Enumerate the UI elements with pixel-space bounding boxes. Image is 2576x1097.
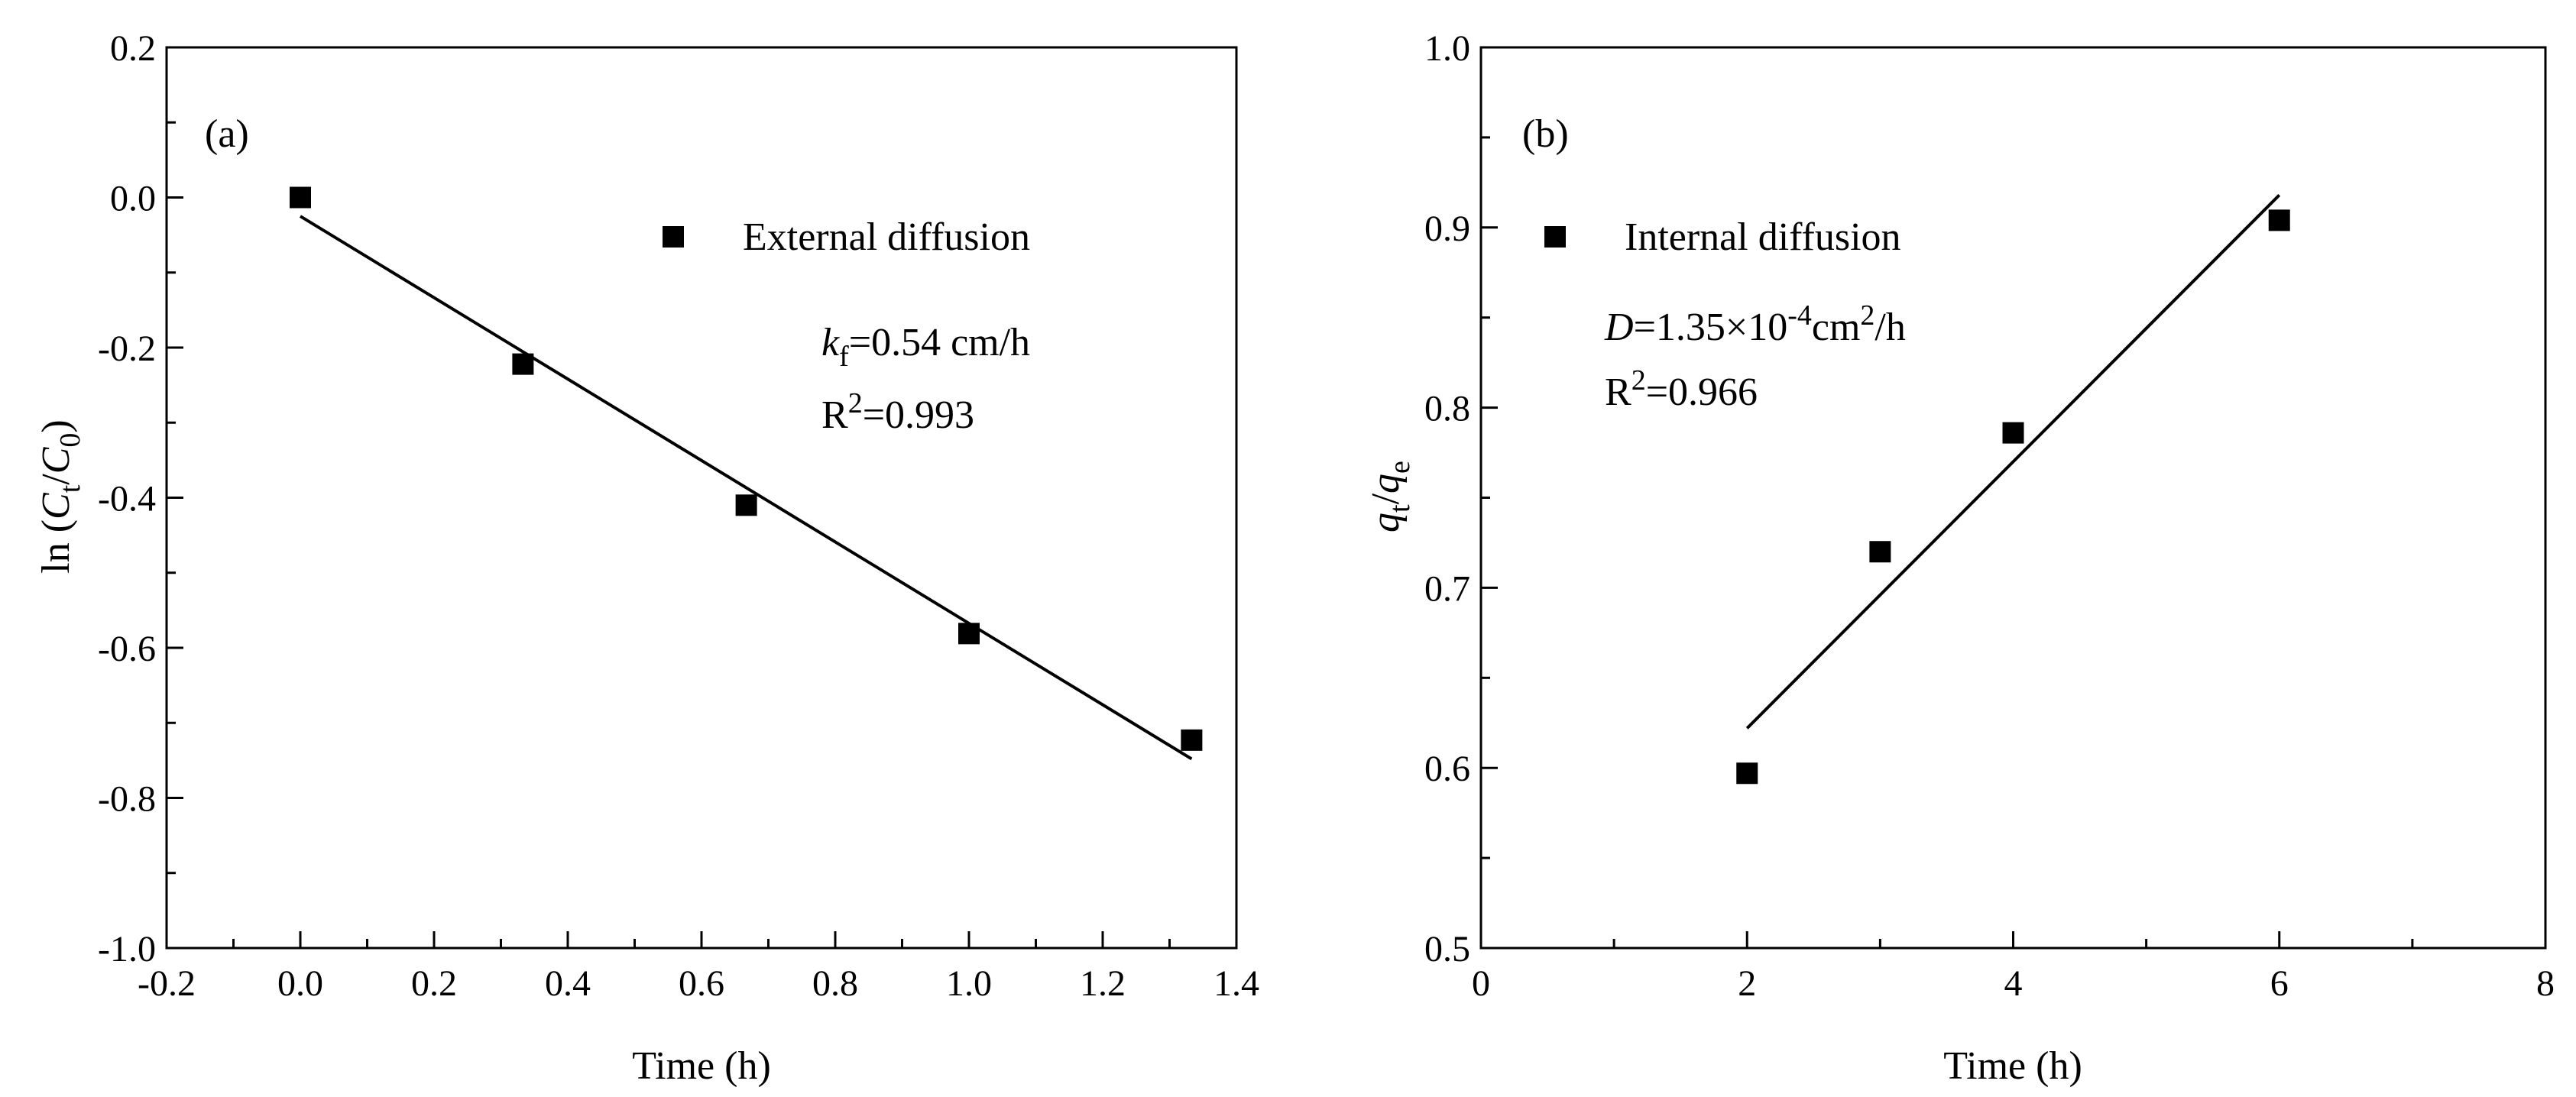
panel-a-x-tick-label: 1.0 xyxy=(946,963,992,1004)
panel-b-legend-label: Internal diffusion xyxy=(1625,215,1901,259)
ylabel-slash: / xyxy=(34,474,78,485)
panel-b-data-point xyxy=(1736,762,1758,785)
panel-a-y-tick-label: -0.8 xyxy=(98,779,156,820)
panel-a-x-axis-label: Time (h) xyxy=(632,1044,771,1088)
panel-b-y-tick-label: 1.0 xyxy=(1424,28,1470,69)
panel-b-data-point xyxy=(2268,209,2290,231)
panel-a-annotation-kf: kf=0.54 cm/h xyxy=(821,321,1030,373)
panel-a-x-tick-label: 1.4 xyxy=(1213,963,1259,1004)
panel-b-ticks xyxy=(1479,46,2547,950)
ylabel-c1-sub: t xyxy=(54,484,86,493)
r2b-base: R xyxy=(1605,371,1631,414)
panel-a-data-point xyxy=(512,353,534,375)
panel-a-data-point xyxy=(1181,729,1203,751)
r2-value: =0.993 xyxy=(863,393,974,437)
panel-a-data-point xyxy=(958,623,980,645)
panel-b-y-tick-label: 0.9 xyxy=(1424,209,1470,249)
panel-a-y-tick-label: 0.0 xyxy=(110,179,156,219)
panel-b-annotation-r2: R2=0.966 xyxy=(1605,364,1758,414)
panel-b-annotation-d: D=1.35×10-4cm2/h xyxy=(1604,299,1906,349)
d-unit-tail: /h xyxy=(1874,306,1905,349)
panel-b-axes-frame xyxy=(1479,46,2547,950)
panel-b-tick-labels: 0 2 4 6 8 0.5 0.6 0.7 0.8 0.9 1.0 xyxy=(1424,28,2555,1004)
r2-superscript: 2 xyxy=(848,387,863,419)
panel-b-x-tick-label: 4 xyxy=(2004,963,2023,1004)
panel-a-x-tick-label: -0.2 xyxy=(138,963,196,1004)
panel-b-points xyxy=(1736,209,2290,785)
ylabel-slash-b: / xyxy=(1364,493,1408,504)
panel-a-x-tick-label: 0.6 xyxy=(679,963,724,1004)
kf-value: =0.54 cm/h xyxy=(849,321,1030,364)
panel-a-tick-labels: -0.2 0.0 0.2 0.4 0.6 0.8 1.0 1.2 1.4 -1.0 -0.8 -0.6… xyxy=(98,28,1259,1004)
panel-a-y-tick-label: -0.6 xyxy=(98,629,156,669)
panel-a-ticks xyxy=(165,46,1238,950)
panel-a-x-tick-label: 0.8 xyxy=(812,963,858,1004)
panel-a-legend-marker xyxy=(663,226,684,248)
panel-a-x-tick-label: 0.2 xyxy=(411,963,457,1004)
panel-b-x-tick-label: 2 xyxy=(1738,963,1756,1004)
panel-b-x-tick-label: 8 xyxy=(2536,963,2555,1004)
panel-b-x-tick-label: 0 xyxy=(1472,963,1490,1004)
panel-b-x-axis-label: Time (h) xyxy=(1943,1044,2082,1088)
ylabel-q2-sub: e xyxy=(1384,461,1416,474)
ylabel-c2: C xyxy=(34,446,78,474)
panel-a-annotation-r2: R2=0.993 xyxy=(821,387,974,437)
panel-b-data-point xyxy=(1869,541,1891,563)
panel-b-y-axis-label: qt/qe xyxy=(1364,461,1416,532)
ylabel-c1: C xyxy=(34,492,78,519)
panel-a-legend-label: External diffusion xyxy=(743,215,1030,259)
panel-a-data-point xyxy=(735,494,757,516)
panel-b: 0 2 4 6 8 0.5 0.6 0.7 0.8 0.9 1.0 (b) Internal dif… xyxy=(1364,28,2555,1088)
panel-b-legend-marker xyxy=(1544,226,1566,248)
kf-symbol: k xyxy=(821,321,840,364)
panel-b-y-tick-label: 0.6 xyxy=(1424,749,1470,789)
panel-b-data-point xyxy=(2002,422,2024,444)
d-unit-sup: 2 xyxy=(1860,299,1874,332)
kf-subscript: f xyxy=(839,341,849,373)
ylabel-prefix: ln ( xyxy=(34,519,78,574)
panel-a-y-tick-label: -0.4 xyxy=(98,479,156,519)
d-exponent: -4 xyxy=(1787,299,1812,332)
panel-a-y-tick-label: -1.0 xyxy=(98,929,156,969)
panel-b-fit-line xyxy=(1745,193,2281,730)
panel-a-points xyxy=(290,186,1203,751)
panel-a-x-tick-label: 0.4 xyxy=(545,963,591,1004)
panel-a-y-tick-label: 0.2 xyxy=(110,28,156,69)
ylabel-c2-sub: 0 xyxy=(54,433,86,448)
panel-a-y-axis-label: ln (Ct/C0) xyxy=(34,419,86,573)
ylabel-q1: q xyxy=(1364,513,1408,532)
panel-b-y-tick-label: 0.8 xyxy=(1424,389,1470,429)
panel-a-axes-frame xyxy=(165,46,1238,950)
panel-a-data-point xyxy=(290,186,311,209)
panel-a-fit-line xyxy=(299,215,1193,761)
panel-b-label: (b) xyxy=(1522,112,1569,156)
panel-b-y-tick-label: 0.7 xyxy=(1424,568,1470,609)
r2-base: R xyxy=(821,393,848,437)
ylabel-q2: q xyxy=(1364,474,1408,493)
panel-b-x-tick-label: 6 xyxy=(2270,963,2289,1004)
ylabel-q1-sub: t xyxy=(1384,504,1416,513)
panel-a-x-tick-label: 0.0 xyxy=(277,963,323,1004)
panel-a-x-tick-label: 1.2 xyxy=(1080,963,1126,1004)
panel-a: -0.2 0.0 0.2 0.4 0.6 0.8 1.0 1.2 1.4 -1.0 -0.8 -0.6… xyxy=(34,28,1259,1088)
panel-a-y-tick-label: -0.2 xyxy=(98,328,156,369)
ylabel-suffix: ) xyxy=(34,419,78,432)
d-mantissa: =1.35×10 xyxy=(1634,306,1788,349)
panel-b-y-tick-label: 0.5 xyxy=(1424,929,1470,969)
r2b-superscript: 2 xyxy=(1631,364,1646,396)
d-symbol: D xyxy=(1604,306,1634,349)
r2b-value: =0.966 xyxy=(1646,371,1758,414)
d-unit: cm xyxy=(1812,306,1861,349)
panel-a-label: (a) xyxy=(205,112,249,156)
